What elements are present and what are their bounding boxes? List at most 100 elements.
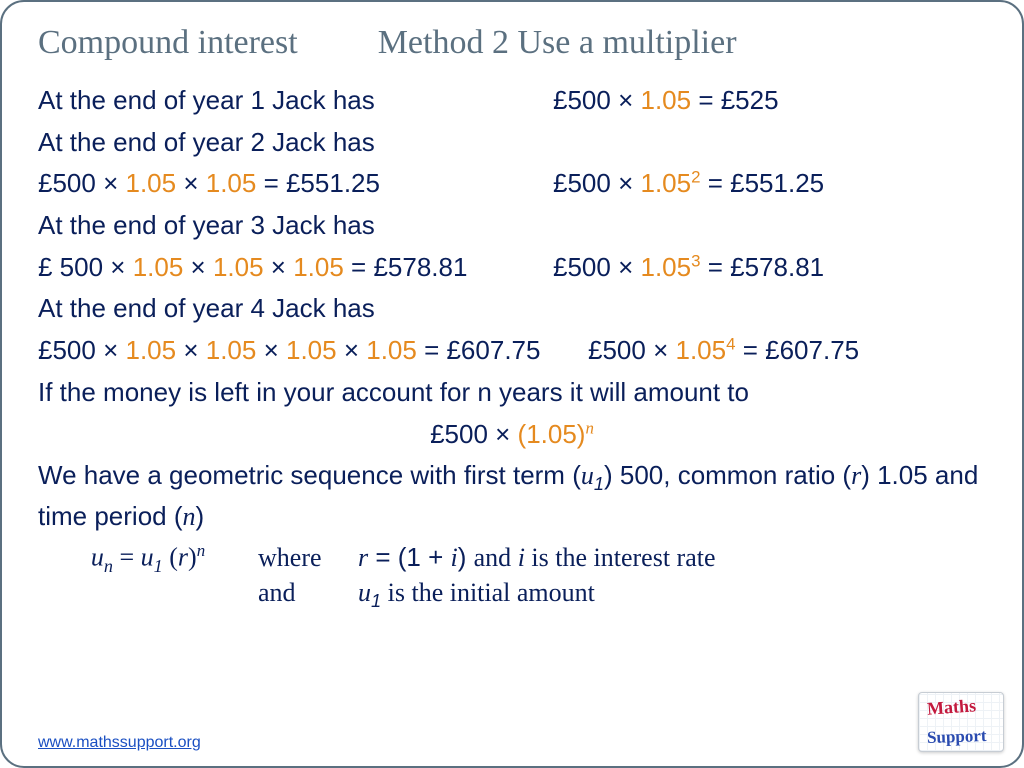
y2-m1: 1.05 (125, 168, 176, 198)
formula: un = u1 (r)n (38, 541, 258, 577)
gen-m: (1.05)n (518, 419, 594, 449)
d1-r: r (358, 543, 368, 572)
def2-rest: u1 is the initial amount (358, 577, 986, 612)
y3s-c: = £578.81 (701, 252, 825, 282)
y3-c: × (264, 252, 294, 282)
gen-mv: (1.05) (518, 419, 586, 449)
d2-rest: is the initial amount (381, 578, 595, 607)
y4-m1: 1.05 (125, 335, 176, 365)
y2-m2: 1.05 (206, 168, 257, 198)
d1-iv: i (518, 543, 525, 572)
y3-a: £ 500 × (38, 252, 133, 282)
title-left: Compound interest (38, 24, 298, 62)
y4s-m: 1.054 (675, 335, 735, 365)
year4-short: £500 × 1.054 = £607.75 (588, 332, 859, 370)
d1-rest2: is the interest rate (525, 543, 716, 572)
year3-row: £ 500 × 1.05 × 1.05 × 1.05 = £578.81 £50… (38, 249, 986, 291)
title-right: Method 2 Use a multiplier (378, 24, 737, 62)
year3-short: £500 × 1.053 = £578.81 (553, 249, 986, 287)
slide: Compound interest Method 2 Use a multipl… (0, 0, 1024, 768)
title-row: Compound interest Method 2 Use a multipl… (38, 24, 986, 62)
y2s-exp: 2 (691, 168, 700, 187)
y3s-a: £500 × (553, 252, 640, 282)
gen-exp: n (585, 418, 593, 437)
f-r: r (178, 543, 188, 572)
d1-close: ) (458, 542, 474, 572)
y4s-exp: 4 (726, 334, 735, 353)
y4-m3: 1.05 (286, 335, 337, 365)
y3-m2: 1.05 (213, 252, 264, 282)
year4-row: £500 × 1.05 × 1.05 × 1.05 × 1.05 = £607.… (38, 332, 986, 374)
sequence-text: We have a geometric sequence with first … (38, 457, 986, 535)
d2-u: u (358, 578, 371, 607)
y3-d: = £578.81 (344, 252, 468, 282)
logo-text-top: Maths (926, 695, 976, 719)
year3-label: At the end of year 3 Jack has (38, 207, 986, 245)
f-ns: n (104, 556, 113, 576)
year2-row: £500 × 1.05 × 1.05 = £551.25 £500 × 1.05… (38, 165, 986, 207)
seq-u1s: 1 (594, 474, 604, 494)
f-un: u (91, 543, 104, 572)
y3-b: × (183, 252, 213, 282)
where-label: where (258, 543, 358, 573)
year1-row: At the end of year 1 Jack has £500 × 1.0… (38, 82, 986, 124)
logo-text-bottom: Support (927, 726, 987, 748)
seq-p4: ) (196, 501, 205, 531)
year4-label: At the end of year 4 Jack has (38, 290, 986, 328)
gen-a: £500 × (430, 419, 517, 449)
f-sp: ( (163, 543, 178, 572)
y4-e: = £607.75 (417, 335, 541, 365)
year2-long: £500 × 1.05 × 1.05 = £551.25 (38, 165, 553, 203)
y4-m2: 1.05 (206, 335, 257, 365)
seq-u1: u (581, 461, 594, 490)
d1-and: and (474, 543, 518, 572)
d1-i: i (451, 543, 458, 572)
f-s1: 1 (154, 556, 163, 576)
y2s-a: £500 × (553, 168, 640, 198)
year1-eq-r: = £525 (691, 85, 778, 115)
year2-label: At the end of year 2 Jack has (38, 124, 986, 162)
y2s-c: = £551.25 (701, 168, 825, 198)
y2-c: = £551.25 (256, 168, 380, 198)
f-eq: = (113, 543, 141, 572)
y4-b: × (176, 335, 206, 365)
y3s-mv: 1.05 (640, 252, 691, 282)
year1-label: At the end of year 1 Jack has (38, 82, 553, 120)
y2s-m: 1.052 (640, 168, 700, 198)
y4s-mv: 1.05 (675, 335, 726, 365)
f-u1: u (141, 543, 154, 572)
and-row: and u1 is the initial amount (38, 577, 986, 612)
seq-n: n (183, 502, 196, 531)
general-text: If the money is left in your account for… (38, 374, 986, 412)
y3s-m: 1.053 (640, 252, 700, 282)
year1-mult: 1.05 (640, 85, 691, 115)
general-eq: £500 × (1.05)n (38, 416, 986, 454)
f-exp: n (197, 541, 205, 560)
y2-b: × (176, 168, 206, 198)
y3-m3: 1.05 (293, 252, 344, 282)
d1-mid: = (1 + (368, 542, 450, 572)
y2-a: £500 × (38, 168, 125, 198)
y4-m4: 1.05 (366, 335, 417, 365)
y4-d: × (337, 335, 367, 365)
y3-m1: 1.05 (133, 252, 184, 282)
and-label: and (258, 578, 358, 608)
y4-a: £500 × (38, 335, 125, 365)
year3-long: £ 500 × 1.05 × 1.05 × 1.05 = £578.81 (38, 249, 553, 287)
y2s-mv: 1.05 (640, 168, 691, 198)
def1-rest: r = (1 + i) and i is the interest rate (358, 542, 986, 573)
d2-s1: 1 (371, 591, 381, 611)
definitions: un = u1 (r)n where r = (1 + i) and i is … (38, 541, 986, 612)
y3s-exp: 3 (691, 251, 700, 270)
logo-icon: Maths Support (918, 692, 1004, 752)
year1-eq: £500 × 1.05 = £525 (553, 82, 986, 120)
seq-p2: ) 500, common ratio ( (604, 460, 851, 490)
year1-eq-l: £500 × (553, 85, 640, 115)
y4-c: × (256, 335, 286, 365)
seq-p1: We have a geometric sequence with first … (38, 460, 581, 490)
source-link[interactable]: www.mathssupport.org (38, 734, 201, 752)
seq-r: r (851, 461, 861, 490)
f-cp: ) (188, 543, 197, 572)
y4s-c: = £607.75 (736, 335, 860, 365)
y4s-a: £500 × (588, 335, 675, 365)
